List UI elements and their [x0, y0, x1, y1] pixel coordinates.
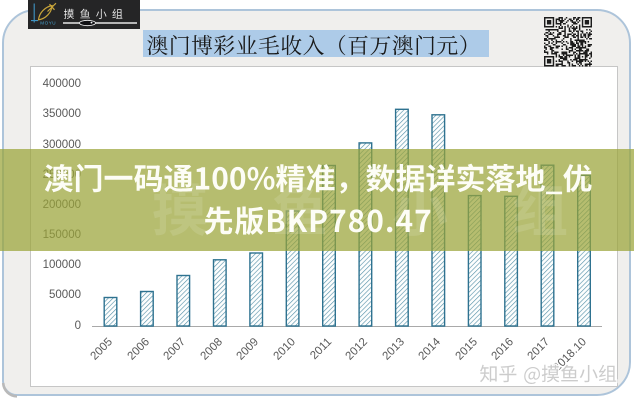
svg-text:MOYU: MOYU: [40, 20, 56, 25]
